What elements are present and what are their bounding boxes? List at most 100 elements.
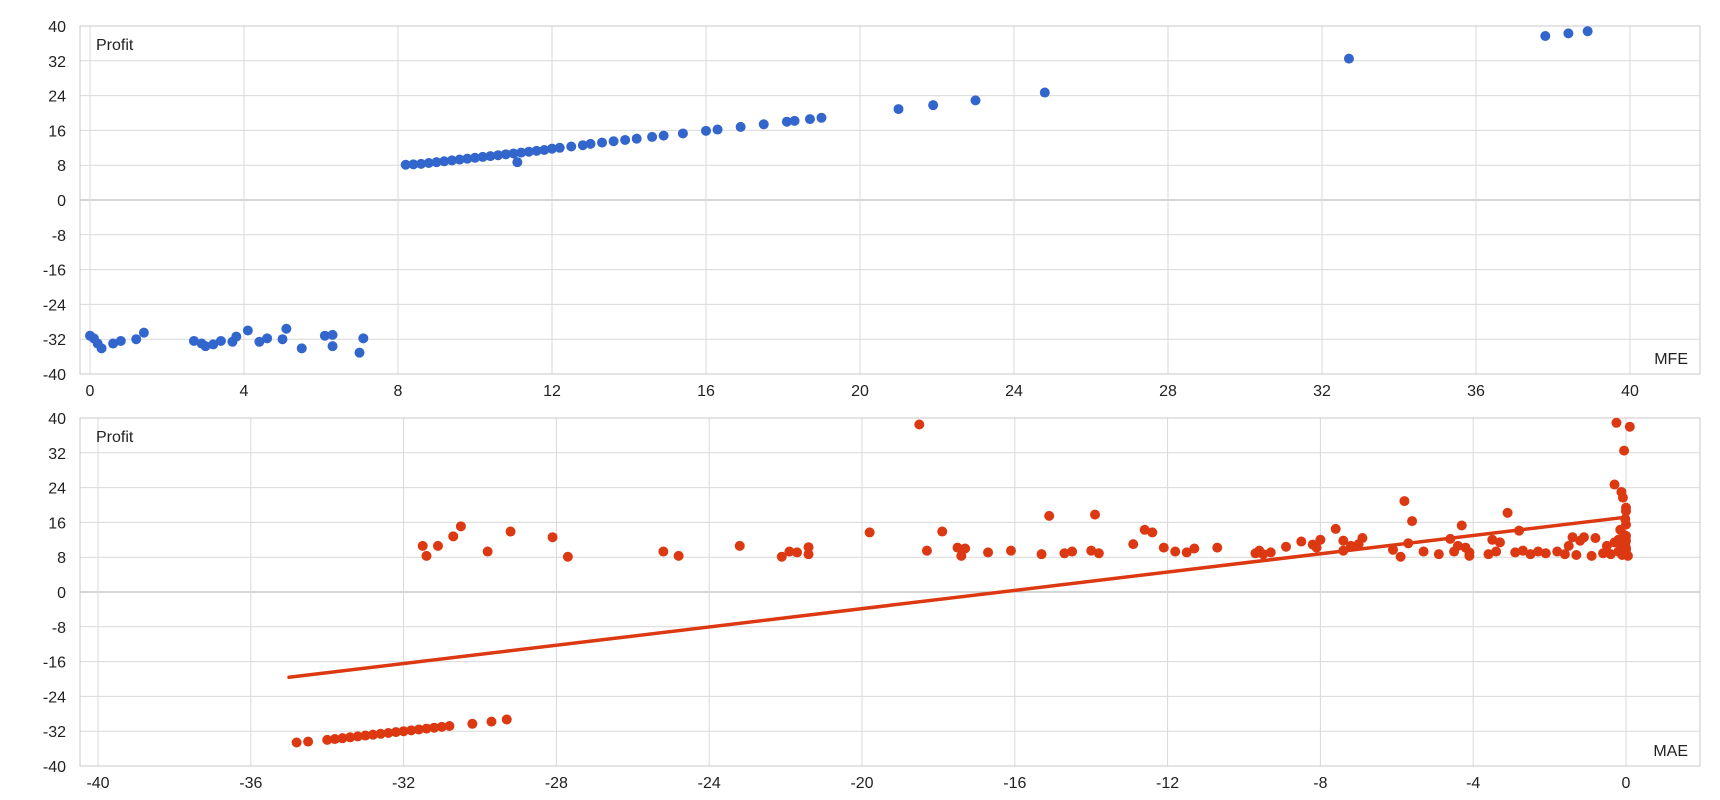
mfe-data-point <box>277 334 288 345</box>
mfe-data-point <box>585 138 596 149</box>
mae-data-point <box>1090 509 1101 520</box>
mae-data-point <box>1345 540 1356 551</box>
mae-data-point <box>1621 502 1631 513</box>
mfe-data-point <box>566 141 577 152</box>
mae-data-point <box>1578 532 1589 543</box>
mae-x-tick-label: -32 <box>392 775 415 792</box>
mae-data-point <box>1456 520 1467 531</box>
mae-data-point <box>952 542 963 553</box>
mae-data-point <box>436 721 447 732</box>
mfe-data-point <box>804 114 815 125</box>
mfe-data-point <box>242 325 253 336</box>
mae-data-point <box>1044 510 1055 521</box>
mfe-data-point <box>597 137 608 148</box>
mfe-y-tick-label: 40 <box>48 19 66 36</box>
mfe-data-point <box>701 125 711 136</box>
mae-series <box>291 417 1635 748</box>
mae-data-point <box>1552 546 1563 557</box>
mae-data-point <box>803 542 814 553</box>
mfe-data-point <box>296 343 307 354</box>
mae-data-point <box>1281 541 1292 552</box>
mae-data-point <box>1311 542 1322 553</box>
mae-data-point <box>1265 547 1276 558</box>
mae-y-tick-label: 0 <box>57 585 66 602</box>
mae-data-point <box>1571 550 1582 561</box>
mae-x-tick-label: -4 <box>1466 775 1480 792</box>
mfe-data-point <box>115 335 126 346</box>
mae-y-tick-label: -40 <box>43 759 66 776</box>
mae-data-point <box>1510 547 1521 558</box>
mfe-data-point <box>512 157 523 168</box>
mfe-x-axis-label: MFE <box>1654 351 1688 368</box>
mae-data-point <box>360 730 371 741</box>
mae-data-point <box>1617 492 1628 503</box>
mae-data-point <box>1212 542 1223 553</box>
mae-data-point <box>1487 534 1498 545</box>
mfe-data-point <box>231 331 242 342</box>
mfe-data-point <box>423 158 434 169</box>
mfe-data-point <box>485 151 496 162</box>
mae-data-point <box>352 731 363 742</box>
mae-data-point <box>1399 496 1410 507</box>
mfe-data-point <box>416 158 427 169</box>
mfe-data-point <box>400 159 411 170</box>
mfe-data-point <box>658 130 669 141</box>
mae-data-point <box>1611 417 1622 428</box>
mfe-y-tick-labels: 40 32 24 16 8 0 -8 -16 -24 -32 -40 <box>43 19 66 384</box>
mae-y-tick-label: -8 <box>52 620 66 637</box>
mae-data-point <box>983 547 994 558</box>
mae-x-tick-label: -20 <box>850 775 873 792</box>
mae-data-point <box>1296 536 1307 547</box>
mae-data-point <box>1170 546 1181 557</box>
mfe-data-point <box>138 327 149 338</box>
mae-data-point <box>1491 546 1502 557</box>
mfe-data-point <box>539 144 550 155</box>
mae-trendline-group <box>287 515 1628 680</box>
mfe-data-point <box>789 115 800 126</box>
mfe-y-tick-label: -32 <box>43 332 66 349</box>
mae-data-point <box>1514 525 1525 536</box>
mae-data-point <box>1609 479 1620 490</box>
mae-data-point <box>1525 549 1536 560</box>
mfe-data-point <box>431 157 442 168</box>
mfe-data-point <box>647 131 658 142</box>
mae-data-point <box>345 732 356 743</box>
mfe-data-point <box>462 153 473 164</box>
mae-data-point <box>1494 537 1505 548</box>
mae-data-point <box>1059 548 1070 559</box>
mae-y-tick-labels: 40 32 24 16 8 0 -8 -16 -24 -32 -40 <box>43 411 66 776</box>
mae-data-point <box>1619 445 1630 456</box>
mae-data-point <box>505 526 516 537</box>
mae-data-point <box>368 729 379 740</box>
mae-y-tick-label: -24 <box>43 689 66 706</box>
mae-data-point <box>1533 546 1544 557</box>
mfe-data-point <box>531 145 542 156</box>
mfe-data-point <box>1039 87 1050 98</box>
mae-data-point <box>501 714 512 725</box>
mae-data-point <box>1036 549 1047 560</box>
mae-data-point <box>956 550 967 561</box>
mae-data-point <box>1590 533 1601 544</box>
mae-data-point <box>417 540 428 551</box>
mae-data-point <box>1517 545 1528 556</box>
mae-data-point <box>1483 549 1494 560</box>
mae-data-point <box>383 727 394 738</box>
mae-y-tick-label: 24 <box>48 481 66 498</box>
mae-trendline <box>287 515 1628 680</box>
mae-data-point <box>429 722 440 733</box>
mfe-data-point <box>970 95 981 106</box>
mfe-data-point <box>631 133 642 144</box>
mae-data-point <box>803 549 814 560</box>
mae-data-point <box>1464 550 1475 561</box>
mfe-x-tick-label: 16 <box>697 383 715 400</box>
mae-data-point <box>1181 547 1192 558</box>
mfe-x-tick-label: 20 <box>851 383 869 400</box>
mfe-x-tick-label: 12 <box>543 383 561 400</box>
mfe-data-point <box>358 333 369 344</box>
mfe-x-tick-label: 0 <box>86 383 95 400</box>
mae-data-point <box>322 734 333 745</box>
mae-data-point <box>413 724 424 735</box>
mae-data-point <box>421 550 432 561</box>
